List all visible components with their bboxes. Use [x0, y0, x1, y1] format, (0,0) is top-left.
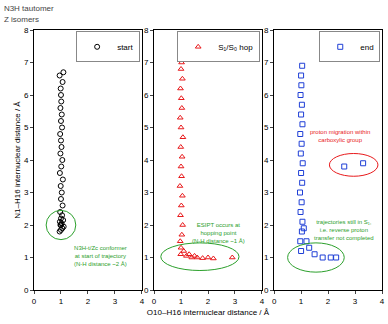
- svg-text:5: 5: [264, 123, 269, 132]
- svg-text:0: 0: [24, 286, 29, 295]
- svg-text:0: 0: [264, 286, 269, 295]
- svg-text:2: 2: [326, 297, 331, 306]
- svg-text:2: 2: [144, 221, 149, 230]
- svg-text:1: 1: [59, 297, 64, 306]
- svg-text:7: 7: [144, 58, 149, 67]
- svg-text:1: 1: [264, 253, 269, 262]
- svg-text:7: 7: [264, 58, 269, 67]
- svg-text:2: 2: [86, 297, 91, 306]
- svg-text:4: 4: [144, 156, 149, 165]
- svg-text:4: 4: [380, 297, 385, 306]
- svg-text:ESIPT occurs athopping point(N: ESIPT occurs athopping point(N-H distanc…: [192, 222, 245, 244]
- svg-text:1: 1: [24, 253, 29, 262]
- svg-text:N1–H16 internuclear distance /: N1–H16 internuclear distance / Å: [13, 101, 22, 219]
- svg-text:3: 3: [353, 297, 358, 306]
- svg-text:6: 6: [144, 91, 149, 100]
- svg-text:start: start: [117, 43, 133, 52]
- svg-text:3: 3: [233, 297, 238, 306]
- svg-text:8: 8: [144, 26, 149, 35]
- svg-text:4: 4: [140, 297, 145, 306]
- svg-text:8: 8: [24, 26, 29, 35]
- svg-text:1: 1: [144, 253, 149, 262]
- svg-text:6: 6: [24, 91, 29, 100]
- svg-text:trajectories still in S₁,i.e.: trajectories still in S₁,i.e. reverse pr…: [314, 219, 374, 241]
- svg-text:1: 1: [299, 297, 304, 306]
- svg-text:N3H tautomerZ isomers: N3H tautomerZ isomers: [4, 4, 54, 23]
- svg-text:5: 5: [144, 123, 149, 132]
- svg-text:0: 0: [272, 297, 277, 306]
- svg-text:4: 4: [264, 156, 269, 165]
- svg-text:3: 3: [24, 188, 29, 197]
- svg-text:0: 0: [144, 286, 149, 295]
- svg-text:1: 1: [179, 297, 184, 306]
- svg-text:2: 2: [24, 221, 29, 230]
- svg-text:end: end: [360, 43, 373, 52]
- svg-text:0: 0: [152, 297, 157, 306]
- svg-text:7: 7: [24, 58, 29, 67]
- svg-text:3: 3: [264, 188, 269, 197]
- svg-text:proton migration withincarboxy: proton migration withincarboxylic group: [310, 129, 370, 143]
- svg-text:O10–H16 internuclear distance: O10–H16 internuclear distance / Å: [147, 308, 270, 317]
- svg-text:6: 6: [264, 91, 269, 100]
- svg-text:3: 3: [144, 188, 149, 197]
- svg-text:S₁/S₀ hop: S₁/S₀ hop: [218, 43, 253, 52]
- svg-text:2: 2: [264, 221, 269, 230]
- svg-text:4: 4: [24, 156, 29, 165]
- svg-text:5: 5: [24, 123, 29, 132]
- svg-text:N3H-t/Zc conformerat start of: N3H-t/Zc conformerat start of trajectory…: [74, 245, 127, 267]
- svg-text:3: 3: [113, 297, 118, 306]
- svg-text:8: 8: [264, 26, 269, 35]
- svg-text:2: 2: [206, 297, 211, 306]
- svg-text:0: 0: [32, 297, 37, 306]
- svg-text:4: 4: [260, 297, 265, 306]
